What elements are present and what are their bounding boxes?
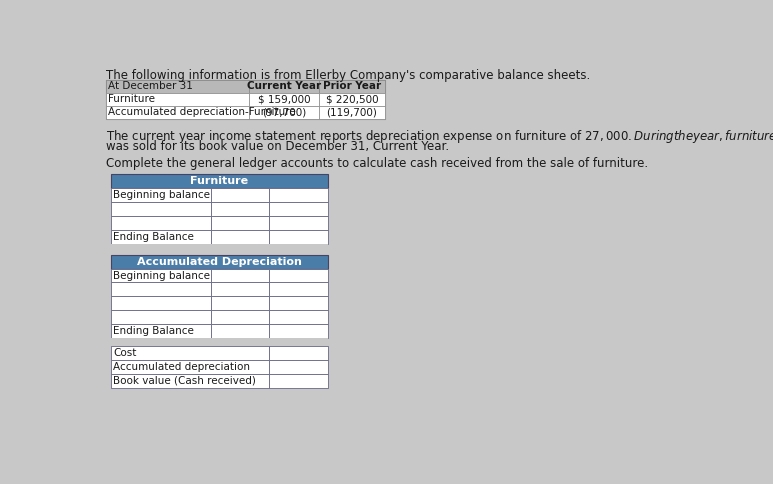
Bar bbox=[211, 310, 270, 324]
Bar bbox=[211, 296, 270, 310]
Bar bbox=[270, 324, 328, 338]
Bar bbox=[211, 216, 270, 230]
Text: Cost: Cost bbox=[113, 348, 136, 358]
Text: Ending Balance: Ending Balance bbox=[113, 232, 194, 242]
Text: At December 31: At December 31 bbox=[108, 81, 193, 91]
Bar bbox=[106, 80, 250, 93]
Text: $ 220,500: $ 220,500 bbox=[325, 94, 378, 104]
Bar bbox=[270, 202, 328, 216]
Bar bbox=[270, 296, 328, 310]
Text: Beginning balance: Beginning balance bbox=[113, 271, 210, 281]
Bar bbox=[111, 255, 328, 269]
Bar bbox=[111, 346, 270, 360]
Bar bbox=[111, 324, 211, 338]
Bar bbox=[111, 310, 211, 324]
Text: Accumulated depreciation-Furniture: Accumulated depreciation-Furniture bbox=[108, 107, 296, 117]
Bar bbox=[319, 80, 385, 93]
Bar bbox=[111, 188, 211, 202]
Text: Book value (Cash received): Book value (Cash received) bbox=[113, 376, 256, 386]
Bar bbox=[270, 269, 328, 283]
Bar bbox=[270, 230, 328, 243]
Bar bbox=[111, 230, 211, 243]
Bar bbox=[111, 202, 211, 216]
Bar bbox=[111, 216, 211, 230]
Bar bbox=[319, 106, 385, 119]
Bar bbox=[211, 230, 270, 243]
Text: Accumulated Depreciation: Accumulated Depreciation bbox=[137, 257, 301, 267]
Text: (97,700): (97,700) bbox=[262, 107, 306, 117]
Bar bbox=[111, 283, 211, 296]
Bar bbox=[250, 93, 319, 106]
Bar bbox=[270, 188, 328, 202]
Text: Ending Balance: Ending Balance bbox=[113, 326, 194, 336]
Text: (119,700): (119,700) bbox=[326, 107, 377, 117]
Bar bbox=[111, 360, 270, 374]
Bar bbox=[211, 188, 270, 202]
Bar bbox=[270, 283, 328, 296]
Text: was sold for its book value on December 31, Current Year.: was sold for its book value on December … bbox=[106, 140, 449, 153]
Bar bbox=[111, 174, 328, 188]
Bar bbox=[111, 374, 270, 388]
Bar bbox=[319, 93, 385, 106]
Text: Prior Year: Prior Year bbox=[323, 81, 381, 91]
Bar bbox=[106, 106, 250, 119]
Bar bbox=[111, 296, 211, 310]
Text: Furniture: Furniture bbox=[108, 94, 155, 104]
Bar bbox=[270, 360, 328, 374]
Bar bbox=[250, 80, 319, 93]
Bar bbox=[270, 216, 328, 230]
Text: $ 159,000: $ 159,000 bbox=[258, 94, 311, 104]
Text: The following information is from Ellerby Company's comparative balance sheets.: The following information is from Ellerb… bbox=[106, 69, 590, 82]
Bar bbox=[111, 269, 211, 283]
Bar bbox=[211, 283, 270, 296]
Text: The current year income statement reports depreciation expense on furniture of $: The current year income statement report… bbox=[106, 128, 773, 145]
Bar bbox=[106, 80, 385, 119]
Bar bbox=[270, 374, 328, 388]
Bar bbox=[111, 338, 328, 346]
Bar bbox=[270, 310, 328, 324]
Bar bbox=[106, 93, 250, 106]
Bar bbox=[211, 202, 270, 216]
Bar bbox=[250, 106, 319, 119]
Bar bbox=[211, 269, 270, 283]
Text: Beginning balance: Beginning balance bbox=[113, 190, 210, 200]
Text: Current Year: Current Year bbox=[247, 81, 322, 91]
Bar bbox=[211, 324, 270, 338]
Bar bbox=[111, 243, 328, 255]
Text: Accumulated depreciation: Accumulated depreciation bbox=[113, 362, 250, 372]
Bar bbox=[270, 346, 328, 360]
Text: Complete the general ledger accounts to calculate cash received from the sale of: Complete the general ledger accounts to … bbox=[106, 157, 648, 170]
Text: Furniture: Furniture bbox=[190, 176, 248, 186]
